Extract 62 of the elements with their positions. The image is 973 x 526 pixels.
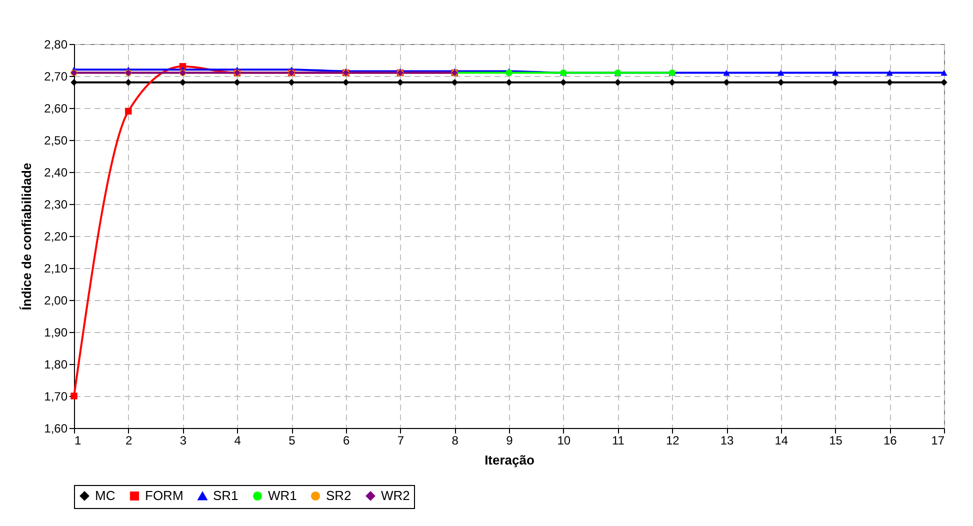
point [70, 392, 78, 400]
x-tick-label: 11 [612, 434, 625, 448]
point [342, 79, 350, 86]
y-tick-label: 1,70 [44, 390, 68, 404]
y-axis-title: Índice de confiabilidade [19, 162, 34, 310]
x-axis-title: Iteração [484, 452, 534, 468]
point [832, 70, 839, 76]
x-tick-label: 2 [126, 434, 133, 448]
point [506, 79, 512, 86]
point [778, 79, 784, 86]
legend-label: WR2 [381, 488, 410, 503]
x-tick-label: 14 [774, 434, 788, 448]
x-tick-label: 1 [74, 434, 82, 448]
legend-label: SR1 [213, 488, 238, 504]
y-tick-label: 2,10 [44, 262, 68, 276]
y-tick-label: 2,50 [44, 134, 68, 148]
x-tick-label: 13 [720, 434, 734, 448]
point [451, 79, 458, 86]
y-tick-label: 2,20 [44, 230, 68, 244]
y-tick-label: 1,90 [44, 326, 68, 340]
point [614, 79, 622, 86]
point [70, 79, 78, 86]
y-tick-label: 2,70 [44, 70, 68, 84]
x-tick-label: 9 [506, 434, 514, 448]
y-tick-label: 2,00 [44, 294, 68, 308]
x-tick-label: 17 [931, 434, 945, 448]
x-tick-label: 6 [343, 434, 350, 448]
point [125, 108, 132, 115]
legend-label: FORM [145, 488, 184, 503]
point [560, 79, 567, 86]
point [886, 70, 893, 76]
x-tick-label: 10 [557, 434, 571, 448]
x-tick-label: 7 [397, 434, 404, 448]
y-tick-label: 2,40 [44, 166, 68, 180]
x-tick-label: 3 [180, 434, 187, 448]
point [668, 79, 676, 86]
point [723, 70, 730, 76]
x-tick-label: 5 [288, 434, 296, 448]
point [234, 79, 240, 86]
point [125, 79, 132, 86]
legend-label: WR1 [268, 488, 297, 503]
y-tick-label: 1,60 [44, 422, 68, 436]
legend-label: SR2 [326, 488, 352, 503]
point [886, 79, 893, 86]
x-tick-label: 8 [452, 434, 459, 448]
x-tick-label: 15 [829, 434, 843, 448]
point [179, 79, 186, 86]
point [832, 79, 839, 86]
point [723, 79, 730, 86]
y-tick-label: 2,60 [44, 102, 68, 116]
point [778, 70, 784, 76]
point [396, 79, 404, 86]
x-tick-label: 4 [234, 434, 242, 448]
legend-label: MC [95, 488, 116, 503]
point [940, 79, 948, 86]
y-tick-label: 1,80 [44, 358, 68, 372]
x-tick-label: 16 [883, 434, 898, 448]
y-tick-label: 2,80 [44, 38, 68, 52]
point [940, 70, 948, 76]
y-tick-label: 2,30 [44, 198, 68, 212]
point [288, 79, 295, 86]
x-tick-label: 12 [666, 434, 680, 448]
